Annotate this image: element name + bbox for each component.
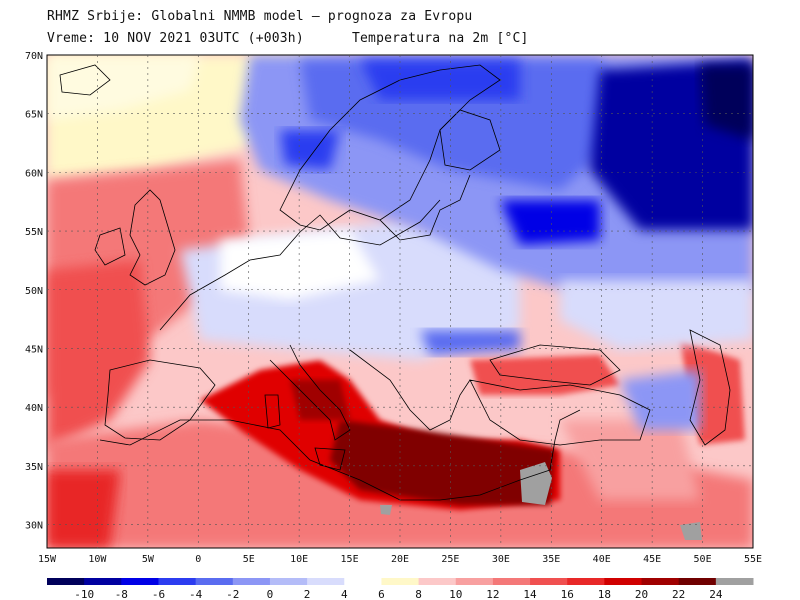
colorbar-swatch: [641, 578, 680, 585]
lon-tick-label: 30E: [492, 554, 510, 565]
lon-tick-label: 10W: [88, 554, 107, 565]
forecast-time: Vreme: 10 NOV 2021 03UTC (+003h): [47, 31, 304, 46]
lat-tick-label: 65N: [25, 110, 43, 121]
lon-tick-label: 25E: [441, 554, 459, 565]
colorbar-label: -6: [152, 588, 165, 600]
colorbar-swatch: [307, 578, 345, 585]
colorbar-label: -4: [189, 588, 203, 600]
coastlines: [59, 64, 731, 501]
colorbar-label: -8: [115, 588, 128, 600]
latitude-labels: 70N 65N 60N 55N 50N 45N 40N 35N 30N: [25, 51, 43, 532]
lon-tick-label: 15W: [38, 554, 57, 565]
colorbar-swatch: [121, 578, 159, 585]
lon-tick-label: 45E: [643, 554, 661, 565]
colorbar-label: -2: [226, 588, 239, 600]
colorbar-label: 10: [449, 588, 462, 600]
colorbar-swatch: [418, 578, 457, 585]
lat-tick-label: 40N: [25, 403, 43, 414]
lat-tick-label: 70N: [25, 51, 43, 62]
chart-title: RHMZ Srbije: Globalni NMMB model — progn…: [47, 9, 473, 24]
lon-tick-label: 40E: [593, 554, 611, 565]
colorbar-swatch: [84, 578, 122, 585]
colorbar: -10 -8 -6 -4 -2 0 2 4 6 8 10 12 14 16 18 20 22 24: [47, 578, 754, 600]
lat-tick-label: 55N: [25, 227, 43, 238]
lat-tick-label: 30N: [25, 521, 43, 532]
colorbar-label: 6: [378, 588, 385, 600]
colorbar-swatch: [269, 578, 308, 585]
colorbar-swatch: [492, 578, 531, 585]
gridlines: [47, 55, 753, 548]
lon-tick-label: 5W: [142, 554, 155, 565]
lon-tick-label: 0: [195, 554, 201, 565]
lat-tick-label: 45N: [25, 344, 43, 355]
lat-tick-label: 50N: [25, 286, 43, 297]
colorbar-label: 20: [635, 588, 648, 600]
colorbar-swatch: [381, 578, 420, 585]
colorbar-swatch: [567, 578, 605, 585]
variable-label: Temperatura na 2m [°C]: [352, 31, 529, 46]
colorbar-label: 16: [561, 588, 574, 600]
colorbar-swatch: [604, 578, 643, 585]
colorbar-label: 14: [523, 588, 537, 600]
colorbar-swatch: [455, 578, 494, 585]
colorbar-label: 22: [672, 588, 685, 600]
lat-tick-label: 35N: [25, 462, 43, 473]
colorbar-label: 12: [486, 588, 499, 600]
colorbar-label: -10: [74, 588, 94, 600]
colorbar-swatch: [344, 578, 382, 585]
colorbar-swatch: [530, 578, 568, 585]
lon-tick-label: 10E: [290, 554, 308, 565]
colorbar-label: 18: [598, 588, 611, 600]
lon-tick-label: 15E: [341, 554, 359, 565]
colorbar-label: 24: [709, 588, 723, 600]
colorbar-label: 0: [267, 588, 274, 600]
lon-tick-label: 35E: [542, 554, 560, 565]
colorbar-swatch: [195, 578, 234, 585]
colorbar-swatch: [47, 578, 85, 585]
lat-tick-label: 60N: [25, 168, 43, 179]
colorbar-label: 4: [341, 588, 348, 600]
lon-tick-label: 5E: [243, 554, 255, 565]
lon-tick-label: 50E: [694, 554, 712, 565]
lon-tick-label: 20E: [391, 554, 409, 565]
colorbar-swatch: [678, 578, 717, 585]
colorbar-swatch: [715, 578, 754, 585]
longitude-labels: 15W 10W 5W 0 5E 10E 15E 20E 25E 30E 35E 40E 45E 50E 55…: [38, 554, 762, 565]
colorbar-label: 2: [304, 588, 311, 600]
colorbar-label: 8: [415, 588, 422, 600]
lon-tick-label: 55E: [744, 554, 762, 565]
colorbar-swatch: [158, 578, 197, 585]
colorbar-swatch: [232, 578, 271, 585]
